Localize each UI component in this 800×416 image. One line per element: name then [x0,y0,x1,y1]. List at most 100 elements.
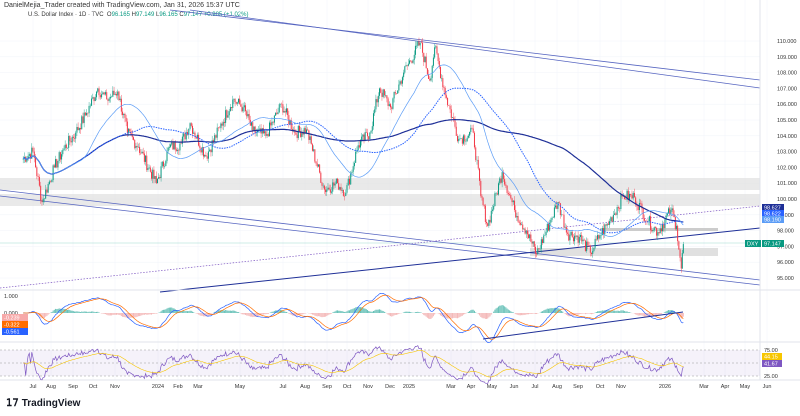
macd-bar [344,311,346,313]
macd-bar [629,312,631,313]
macd-bar [542,311,544,313]
candle [311,144,313,151]
candle [467,135,469,138]
candle [663,224,665,229]
macd-bar [383,311,385,313]
macd-bar [83,311,85,313]
macd-bar [432,313,434,317]
logo-icon: 𝟣𝟩 [6,398,19,409]
macd-bar [174,309,176,313]
candle [214,135,216,142]
macd-bar [615,310,617,313]
candle [583,239,585,241]
low-value: 96.165 [159,12,178,18]
candle [423,52,425,63]
candle [674,216,676,229]
candle [278,104,280,113]
macd-bar [294,313,296,316]
macd-bar [97,311,99,313]
candle [210,149,212,153]
rsi-line [23,345,684,384]
candle [648,216,650,222]
candle [653,227,655,231]
macd-bar [266,313,268,315]
macd-bar [282,310,284,313]
macd-bar [364,308,366,313]
macd-bar [253,313,255,317]
macd-bar [350,309,352,313]
candle [631,195,633,199]
macd-bar [131,313,133,318]
candle [304,128,306,134]
time-tick: May [487,384,498,390]
macd-bar [494,309,496,313]
candle [410,60,412,62]
macd-bar [656,313,658,316]
macd-bar [222,310,224,313]
candle [77,127,79,131]
macd-bar [135,313,137,318]
candle [252,122,254,132]
macd-bar [255,313,257,317]
macd-bar [469,311,471,313]
macd-bar [278,309,280,313]
macd-bar [234,310,236,313]
candle [525,230,527,234]
macd-bar [80,312,82,313]
candle [33,151,35,158]
candle [283,111,285,113]
macd-bar [392,313,394,317]
macd-bar [271,311,273,313]
candle [600,235,602,236]
time-tick: Jun [510,384,519,390]
macd-bar [550,308,552,313]
candle [509,194,511,195]
macd-bar [390,313,392,317]
macd-bar [103,313,105,314]
candle [615,213,617,215]
candle [313,149,315,151]
candle [465,141,467,142]
macd-bar [229,310,231,313]
candle [302,132,304,135]
candle [463,135,465,144]
macd-bar [198,313,200,315]
candle [630,193,632,196]
chart-canvas[interactable]: 110.000 109.000 108.000 107.000 106.000 105.0… [0,0,800,395]
candle [429,78,431,81]
macd-bar [569,313,571,317]
low-label: L [156,12,160,18]
candle [394,92,396,94]
candle [587,241,589,246]
macd-bar [77,311,79,313]
candle [386,95,388,99]
macd-bar [193,312,195,313]
macd-bar [109,313,111,316]
macd-bar [672,310,674,313]
candle [178,149,180,151]
macd-bar [124,313,126,318]
ma-price-label: 98.627 [762,204,784,212]
macd-bar [379,309,381,313]
candle [98,88,100,96]
candle [477,159,479,169]
macd-bar [87,311,89,313]
macd-value-label-bg [2,314,28,321]
time-tick: Jul [29,384,36,390]
candle [72,136,74,138]
macd-bar [657,313,659,316]
macd-bar [526,313,528,315]
tradingview-logo[interactable]: 𝟣𝟩 TradingView [6,398,80,409]
macd-bar [232,310,234,313]
macd-bar [464,313,466,315]
candle [540,239,542,249]
candle [367,132,369,137]
candle [633,192,635,198]
candle [357,145,359,151]
candle [650,216,652,231]
macd-bar [428,313,430,319]
macd-bar [341,311,343,313]
candle [486,221,488,224]
macd-bar [443,313,445,318]
candle [610,217,612,222]
